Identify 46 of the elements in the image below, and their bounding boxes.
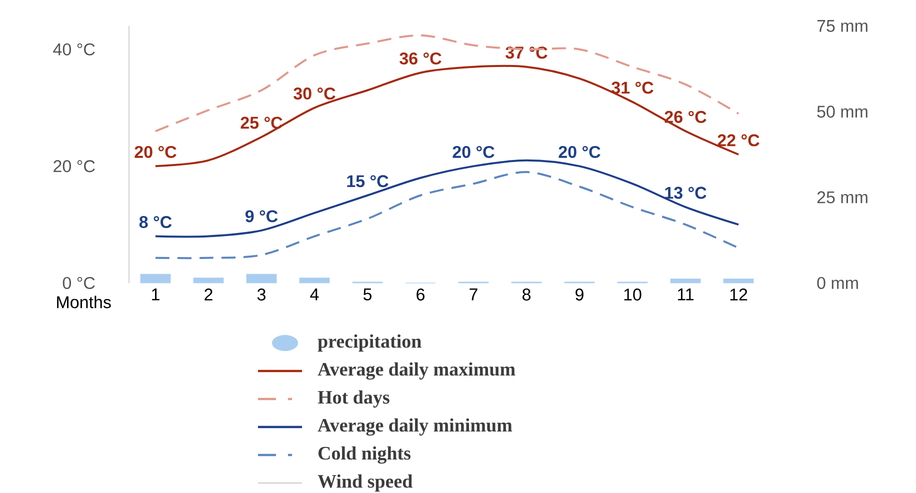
data-label: 9 °C (245, 210, 278, 222)
legend-label: Average daily maximum (318, 362, 516, 380)
line-series (154, 34, 740, 132)
data-label: 31 °C (612, 82, 654, 94)
x-tick-label: 4 (310, 288, 319, 300)
y2-tick-label: 50 mm (817, 106, 868, 118)
bar (299, 278, 330, 284)
data-label: 22 °C (718, 134, 760, 146)
x-tick-label: 1 (152, 288, 160, 300)
bar (140, 274, 171, 284)
data-label: 8 °C (139, 216, 172, 228)
x-tick-label: 11 (678, 288, 694, 300)
x-axis-title: Months (57, 296, 111, 308)
x-tick-label: 12 (730, 288, 748, 300)
x-tick-label: 8 (522, 288, 530, 301)
data-label: 30 °C (294, 88, 336, 100)
y2-tick-label: 25 mm (817, 191, 868, 204)
data-label: 15 °C (347, 175, 388, 188)
data-label: 20 °C (134, 146, 176, 158)
data-label: 36 °C (400, 52, 442, 65)
bar (670, 278, 701, 284)
x-tick-label: 7 (470, 288, 478, 300)
x-tick-label: 2 (204, 288, 212, 300)
legend-label: Average daily minimum (318, 418, 512, 436)
legend-label: Cold nights (318, 446, 411, 464)
x-tick-label: 10 (624, 288, 642, 301)
y2-tick-label: 0 mm (817, 276, 858, 290)
legend-label: Wind speed (318, 474, 413, 492)
data-label: 20 °C (452, 146, 494, 158)
x-tick-label: 6 (416, 288, 424, 301)
legend-label: Hot days (318, 390, 390, 408)
y2-tick-label: 75 mm (817, 20, 868, 32)
y-tick-label: 20 °C (54, 160, 95, 172)
line-series (154, 159, 740, 238)
data-label: 20 °C (558, 146, 600, 158)
y-tick-label: 0 °C (62, 276, 95, 290)
x-tick-label: 9 (576, 288, 584, 301)
bar (246, 274, 277, 284)
x-tick-label: 3 (257, 288, 266, 301)
legend-label: precipitation (318, 334, 422, 352)
x-tick-label: 5 (363, 288, 372, 300)
bar (193, 278, 224, 284)
line-series (154, 64, 740, 168)
y-tick-label: 40 °C (53, 43, 95, 56)
bar (723, 278, 754, 284)
data-label: 13 °C (665, 186, 706, 199)
